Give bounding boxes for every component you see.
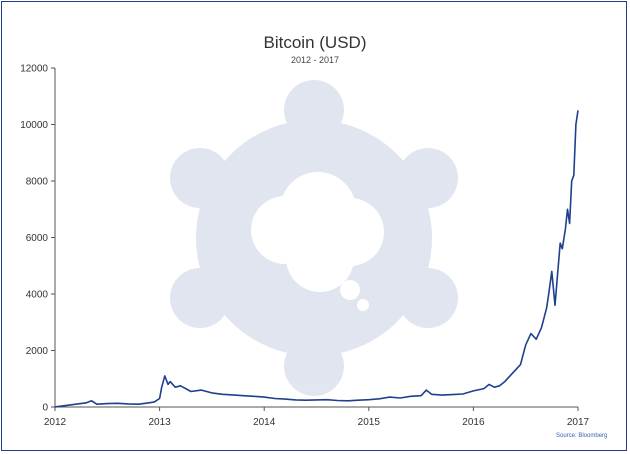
- y-tick-label: 2000: [26, 346, 49, 357]
- chart-subtitle: 2012 - 2017: [290, 55, 340, 65]
- y-tick-label: 0: [42, 403, 48, 414]
- y-tick-label: 4000: [26, 290, 49, 301]
- y-tick-label: 8000: [26, 177, 49, 188]
- y-tick-label: 10000: [20, 120, 48, 131]
- chart-title: Bitcoin (USD): [263, 33, 367, 52]
- y-tick-label: 12000: [20, 64, 48, 75]
- y-tick-label: 6000: [26, 233, 49, 244]
- x-tick-label: 2014: [253, 417, 276, 428]
- x-tick-label: 2017: [567, 417, 590, 428]
- x-tick-label: 2016: [462, 417, 485, 428]
- chart-source: Source: Bloomberg: [556, 433, 608, 439]
- x-tick-label: 2013: [148, 417, 171, 428]
- x-tick-label: 2015: [358, 417, 381, 428]
- series-line: [54, 110, 579, 408]
- cloud-watermark-icon: [251, 172, 384, 311]
- x-tick-label: 2012: [44, 417, 67, 428]
